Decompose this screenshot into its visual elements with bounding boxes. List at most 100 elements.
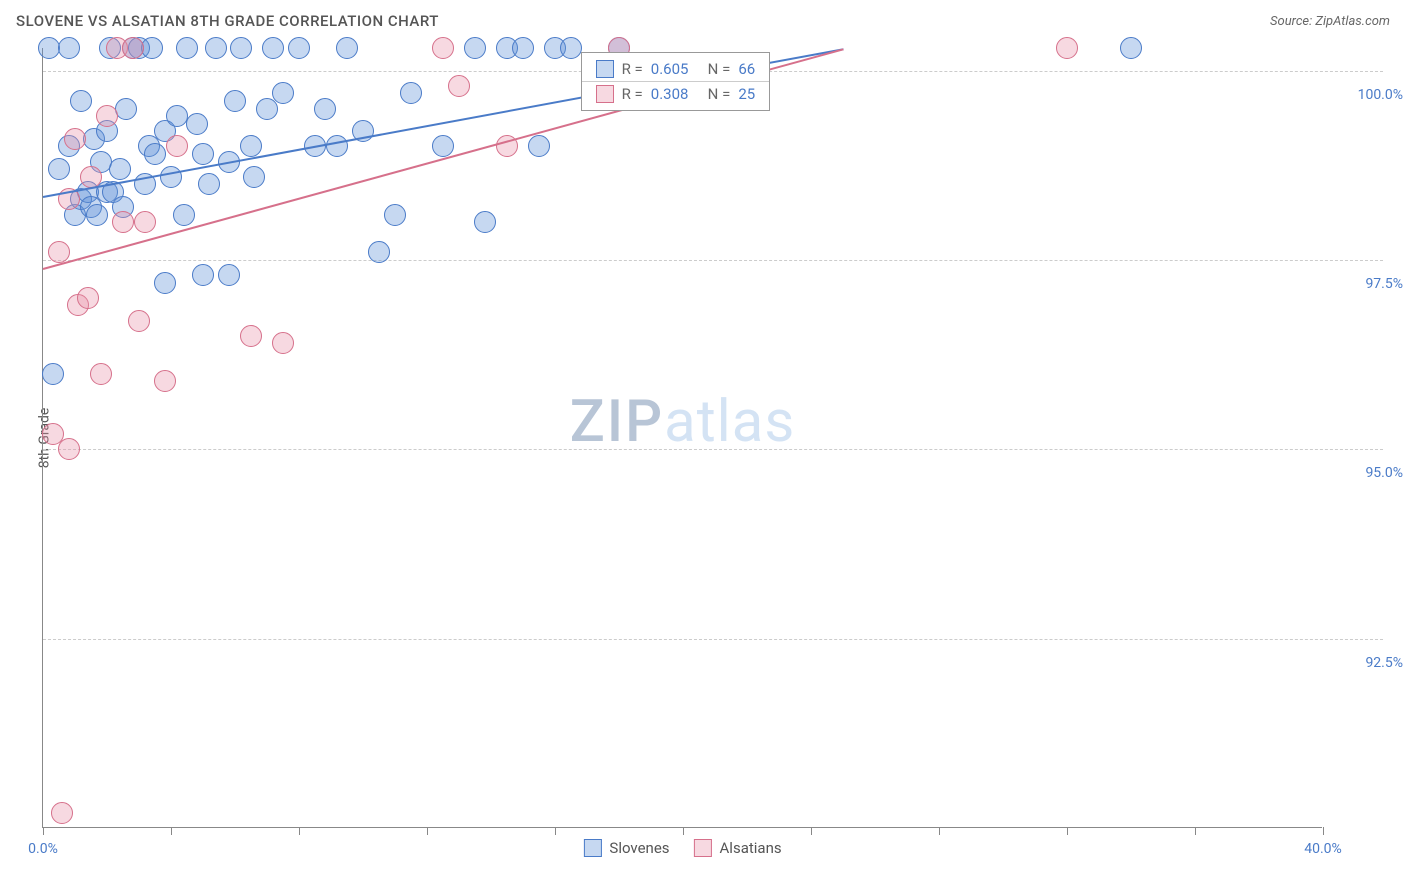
bottom-legend-label: Alsatians — [720, 839, 782, 857]
scatter-point — [192, 264, 214, 286]
xtick — [171, 827, 172, 835]
xtick-label: 0.0% — [28, 841, 58, 857]
scatter-point — [109, 158, 131, 180]
legend-n-label: N = — [696, 85, 730, 103]
scatter-point — [176, 37, 198, 59]
scatter-point — [48, 241, 70, 263]
legend-swatch — [596, 60, 614, 78]
xtick — [1067, 827, 1068, 835]
xtick — [427, 827, 428, 835]
scatter-point — [224, 90, 246, 112]
scatter-point — [90, 363, 112, 385]
scatter-point — [288, 37, 310, 59]
gridline — [43, 260, 1383, 261]
scatter-point — [368, 241, 390, 263]
legend-row: R = 0.605 N = 66 — [582, 57, 770, 81]
xtick — [43, 827, 44, 835]
bottom-legend: Slovenes Alsatians — [583, 839, 781, 857]
scatter-point — [58, 37, 80, 59]
scatter-point — [1056, 37, 1078, 59]
scatter-point — [96, 105, 118, 127]
bottom-legend-label: Slovenes — [609, 839, 669, 857]
scatter-point — [112, 211, 134, 233]
legend-r-label: R = — [622, 85, 643, 103]
scatter-point — [326, 135, 348, 157]
scatter-point — [474, 211, 496, 233]
scatter-point — [141, 37, 163, 59]
bottom-legend-item: Alsatians — [694, 839, 782, 857]
scatter-point — [218, 264, 240, 286]
scatter-point — [77, 287, 99, 309]
scatter-point — [166, 135, 188, 157]
scatter-point — [160, 166, 182, 188]
gridline — [43, 639, 1383, 640]
scatter-point — [230, 37, 252, 59]
scatter-point — [198, 173, 220, 195]
legend-row: R = 0.308 N = 25 — [582, 81, 770, 106]
scatter-point — [173, 204, 195, 226]
scatter-point — [58, 438, 80, 460]
scatter-point — [272, 332, 294, 354]
scatter-point — [240, 135, 262, 157]
watermark-atlas: atlas — [664, 388, 795, 456]
chart-container: 8th Grade ZIPatlas 92.5%95.0%97.5%100.0%… — [42, 48, 1322, 828]
scatter-point — [64, 128, 86, 150]
gridline — [43, 449, 1383, 450]
xtick — [1195, 827, 1196, 835]
scatter-point — [205, 37, 227, 59]
scatter-point — [48, 158, 70, 180]
xtick — [1323, 827, 1324, 835]
scatter-point — [115, 98, 137, 120]
xtick — [555, 827, 556, 835]
scatter-point — [448, 75, 470, 97]
plot-area: ZIPatlas 92.5%95.0%97.5%100.0%0.0%40.0%R… — [42, 48, 1322, 828]
scatter-point — [432, 135, 454, 157]
scatter-point — [400, 82, 422, 104]
legend-swatch — [583, 839, 601, 857]
legend-r-value: 0.308 — [651, 85, 689, 103]
watermark: ZIPatlas — [570, 388, 796, 456]
chart-title: SLOVENE VS ALSATIAN 8TH GRADE CORRELATIO… — [16, 12, 439, 30]
scatter-point — [86, 204, 108, 226]
scatter-point — [384, 204, 406, 226]
scatter-point — [134, 211, 156, 233]
ytick-label: 100.0% — [1333, 87, 1403, 103]
scatter-point — [70, 90, 92, 112]
scatter-point — [432, 37, 454, 59]
scatter-point — [314, 98, 336, 120]
legend-n-label: N = — [696, 60, 730, 78]
scatter-point — [528, 135, 550, 157]
legend-n-value: 66 — [738, 60, 755, 78]
xtick — [683, 827, 684, 835]
xtick — [811, 827, 812, 835]
scatter-point — [464, 37, 486, 59]
legend-swatch — [596, 85, 614, 103]
scatter-point — [154, 370, 176, 392]
scatter-point — [128, 310, 150, 332]
scatter-point — [144, 143, 166, 165]
ytick-label: 97.5% — [1333, 276, 1403, 292]
scatter-point — [262, 37, 284, 59]
xtick — [299, 827, 300, 835]
scatter-point — [243, 166, 265, 188]
watermark-zip: ZIP — [570, 388, 664, 456]
scatter-point — [51, 802, 73, 824]
legend-box: R = 0.605 N = 66R = 0.308 N = 25 — [581, 52, 771, 111]
scatter-point — [336, 37, 358, 59]
scatter-point — [560, 37, 582, 59]
bottom-legend-item: Slovenes — [583, 839, 669, 857]
scatter-point — [192, 143, 214, 165]
legend-r-label: R = — [622, 60, 643, 78]
scatter-point — [122, 37, 144, 59]
scatter-point — [42, 363, 64, 385]
scatter-point — [1120, 37, 1142, 59]
scatter-point — [154, 272, 176, 294]
scatter-point — [80, 166, 102, 188]
legend-r-value: 0.605 — [651, 60, 689, 78]
xtick — [939, 827, 940, 835]
scatter-point — [186, 113, 208, 135]
ytick-label: 92.5% — [1333, 655, 1403, 671]
xtick-label: 40.0% — [1304, 841, 1342, 857]
legend-n-value: 25 — [738, 85, 755, 103]
scatter-point — [512, 37, 534, 59]
